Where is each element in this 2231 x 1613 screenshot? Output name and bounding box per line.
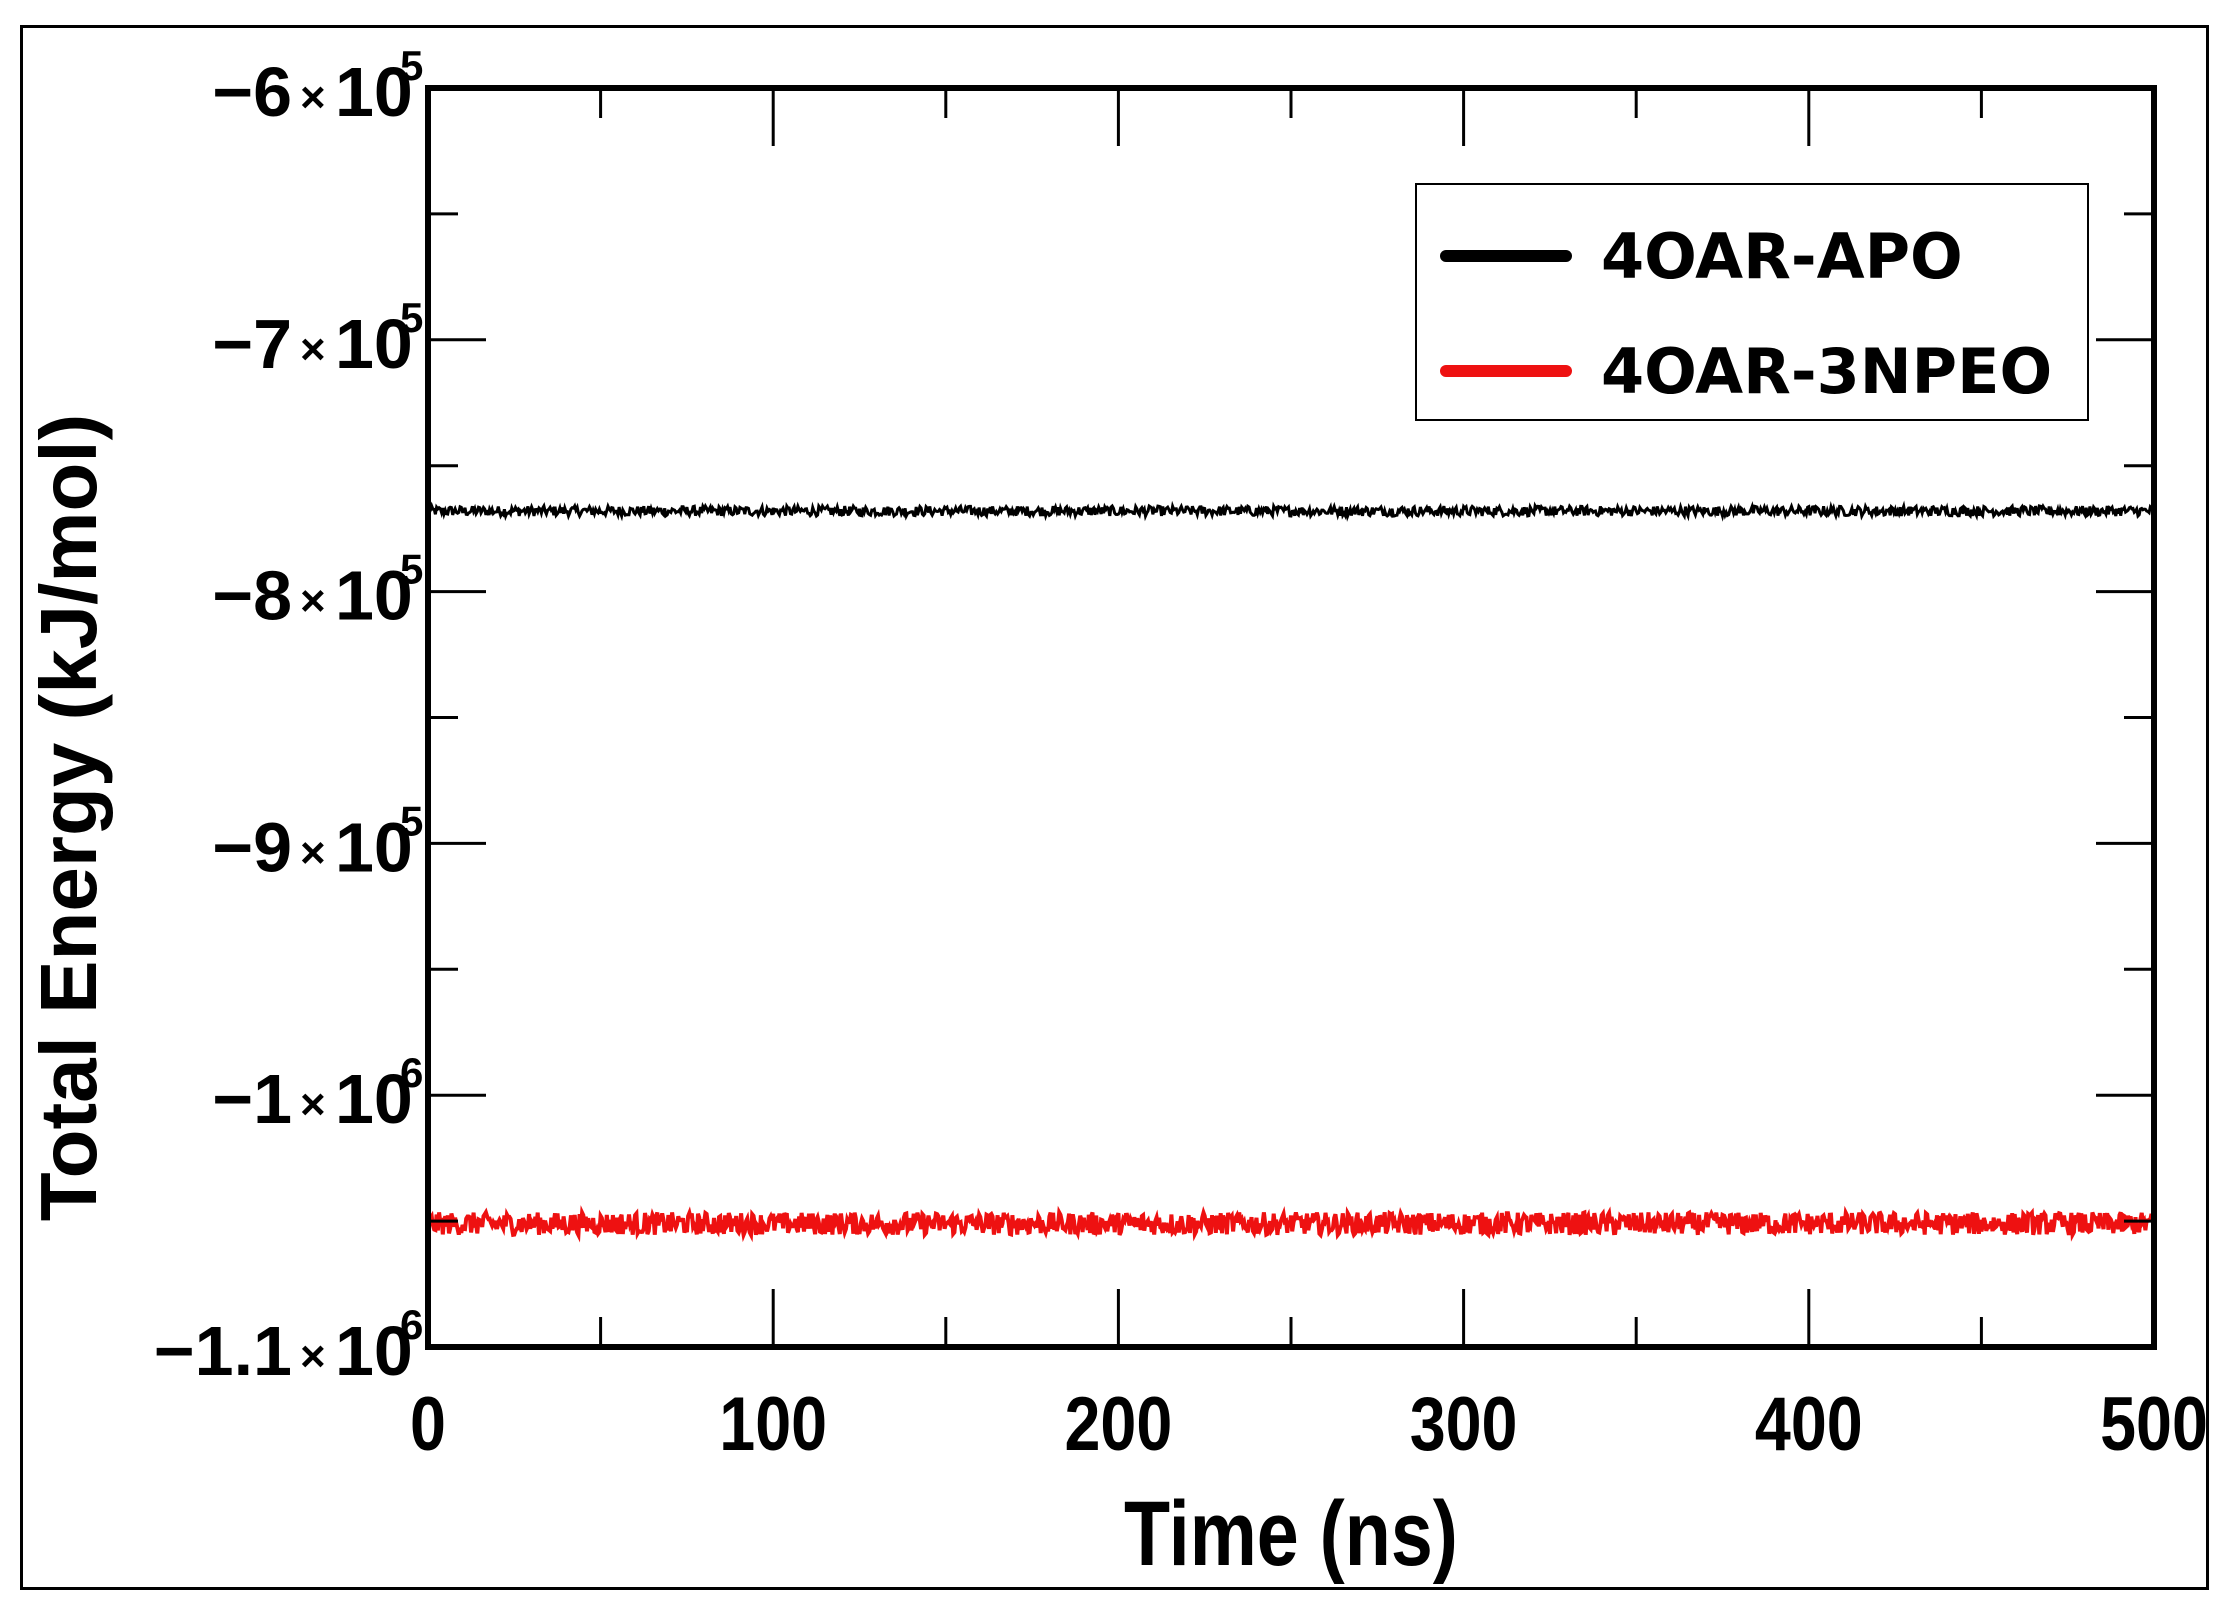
y-tick-label: −9 × 105 (212, 797, 423, 886)
y-tick-exponent: 6 (400, 1049, 423, 1096)
y-tick-exponent: 5 (400, 797, 423, 844)
y-tick-base: 10 (335, 53, 413, 131)
series-layer (426, 500, 2156, 1243)
y-tick-label: −1.1 × 106 (154, 1301, 424, 1390)
y-tick-times: × (300, 325, 326, 374)
y-tick-base: 10 (335, 808, 413, 886)
x-tick-label: 300 (1410, 1381, 1518, 1466)
x-tick-labels: 0 100 200 300 400 500 (410, 1381, 2208, 1466)
y-tick-mantissa: −6 (212, 53, 292, 131)
x-tick-label: 100 (719, 1381, 827, 1466)
y-tick-label: −8 × 105 (212, 546, 423, 635)
y-tick-times: × (300, 73, 326, 122)
y-tick-base: 10 (335, 557, 413, 635)
y-tick-base: 10 (335, 305, 413, 383)
y-tick-exponent: 5 (400, 294, 423, 341)
x-tick-label: 0 (410, 1381, 446, 1466)
y-tick-mantissa: −1.1 (154, 1312, 292, 1390)
y-tick-times: × (300, 1332, 326, 1381)
legend: 4OAR-APO 4OAR-3NPEO (1415, 183, 2089, 421)
y-tick-mantissa: −1 (212, 1060, 292, 1138)
y-tick-label: −1 × 106 (212, 1049, 423, 1138)
x-axis-title: Time (ns) (1124, 1482, 1458, 1585)
y-tick-exponent: 6 (400, 1301, 423, 1348)
y-tick-labels: −6 × 105−7 × 105−8 × 105−9 × 105−1 × 106−1.1 × 106 (154, 42, 424, 1390)
x-tick-label: 200 (1065, 1381, 1173, 1466)
legend-label-4oar-apo: 4OAR-APO (1601, 220, 1963, 293)
y-tick-times: × (300, 577, 326, 626)
y-tick-base: 10 (335, 1312, 413, 1390)
y-tick-exponent: 5 (400, 546, 423, 593)
tick-layer (426, 86, 2156, 1349)
y-tick-base: 10 (335, 1060, 413, 1138)
series-line-4oar-3npeo (426, 1205, 2156, 1243)
legend-label-4oar-3npeo: 4OAR-3NPEO (1601, 335, 2052, 408)
series-line-4oar-apo (426, 500, 2155, 522)
y-tick-label: −7 × 105 (212, 294, 423, 383)
y-axis-title: Total Energy (kJ/mol) (24, 414, 113, 1222)
figure-frame (20, 25, 2209, 1590)
x-tick-label: 400 (1755, 1381, 1863, 1466)
y-tick-exponent: 5 (400, 42, 423, 89)
y-tick-times: × (300, 828, 326, 877)
y-tick-mantissa: −8 (212, 557, 292, 635)
y-tick-mantissa: −7 (212, 305, 292, 383)
x-tick-label: 500 (2100, 1381, 2208, 1466)
y-tick-times: × (300, 1080, 326, 1129)
y-tick-label: −6 × 105 (212, 42, 423, 131)
y-tick-mantissa: −9 (212, 808, 292, 886)
legend-box (1415, 183, 2089, 421)
